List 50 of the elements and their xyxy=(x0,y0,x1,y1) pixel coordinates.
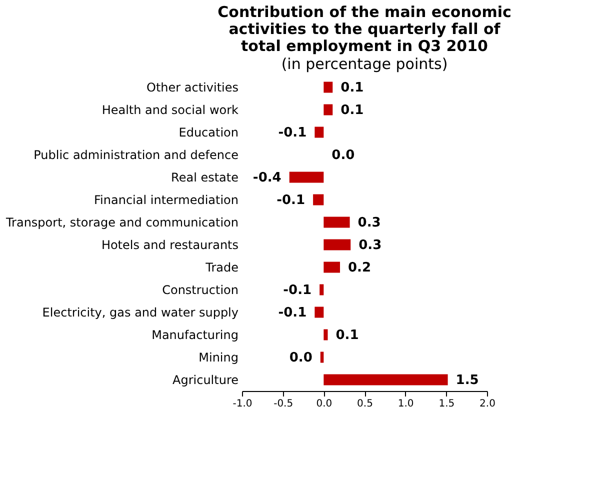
y-tick-label: Public administration and defence xyxy=(34,148,238,162)
data-label: -0.4 xyxy=(252,170,282,186)
y-tick-label: Other activities xyxy=(146,80,238,94)
data-label: -0.1 xyxy=(283,282,312,298)
bar xyxy=(324,239,351,250)
data-label: 0.0 xyxy=(332,148,355,163)
x-tick-label: 1.0 xyxy=(398,398,414,410)
x-tick-label: 2.0 xyxy=(480,398,496,410)
y-tick-label: Electricity, gas and water supply xyxy=(42,305,238,320)
bar xyxy=(289,172,324,183)
data-label: 0.3 xyxy=(358,238,382,253)
y-tick-label: Agriculture xyxy=(172,372,238,387)
x-tick-label: -0.5 xyxy=(274,398,294,410)
bar xyxy=(320,352,324,363)
y-tick-label: Financial intermediation xyxy=(94,192,238,207)
y-tick-label: Education xyxy=(178,125,238,140)
bar xyxy=(320,284,324,296)
data-label: 1.5 xyxy=(456,372,479,388)
bar xyxy=(324,329,328,340)
x-tick-label: 1.5 xyxy=(438,398,455,410)
data-label: 0.2 xyxy=(348,260,372,276)
data-label: -0.1 xyxy=(276,192,306,208)
chart-subtitle: (in percentage points) xyxy=(281,55,448,73)
y-tick-label: Transport, storage and communication xyxy=(4,215,238,230)
x-tick-label: 0.5 xyxy=(357,398,373,410)
data-label: -0.1 xyxy=(278,305,307,320)
chart-title: Contribution of the main economic activities to the quarterly fall of total employment in Q3 2010 xyxy=(218,3,512,55)
bar xyxy=(314,126,324,138)
bar xyxy=(313,194,324,206)
y-tick-label: Hotels and restaurants xyxy=(101,238,238,252)
y-tick-label: Mining xyxy=(198,350,238,364)
bar xyxy=(324,82,333,93)
data-label: -0.1 xyxy=(278,125,307,140)
x-tick-label: 0.0 xyxy=(316,398,332,410)
bar xyxy=(324,262,340,273)
bar xyxy=(324,104,333,116)
data-label: 0.1 xyxy=(340,102,364,118)
y-tick-label: Manufacturing xyxy=(152,328,238,342)
data-label: 0.1 xyxy=(340,80,364,96)
y-tick-label: Health and social work xyxy=(102,102,239,117)
bar xyxy=(324,216,350,228)
bar xyxy=(324,374,448,386)
data-label: 0.3 xyxy=(358,215,381,230)
y-tick-label: Trade xyxy=(204,260,238,274)
data-label: 0.1 xyxy=(336,328,359,343)
y-tick-label: Real estate xyxy=(171,170,238,184)
data-label: 0.0 xyxy=(289,350,312,366)
bar xyxy=(314,306,324,318)
x-tick-label: -1.0 xyxy=(232,398,252,410)
y-tick-label: Construction xyxy=(162,282,238,297)
